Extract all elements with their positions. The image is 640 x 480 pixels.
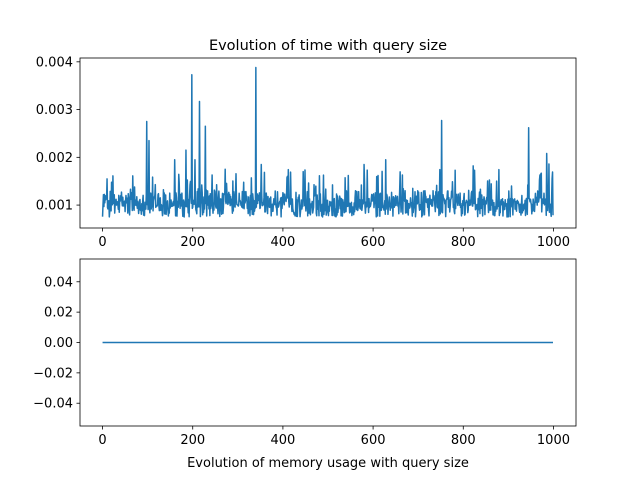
memory-plot-x-tick-label: 200	[180, 433, 205, 448]
time-plot-series-path	[101, 66, 554, 218]
memory-plot-x-ticks: 0 200 400 600 800 1000	[98, 426, 570, 448]
time-plot-frame	[79, 57, 577, 229]
time-plot-y-tick-label: 0.003	[36, 103, 73, 118]
memory-plot-y-tick-label: −0.04	[33, 397, 73, 412]
memory-plot-y-tick-label: 0.04	[44, 275, 73, 290]
time-plot-x-tick-label: 1000	[537, 235, 570, 250]
time-plot-x-tick-label: 0	[98, 235, 106, 250]
time-plot: Evolution of time with query size 0 200 40…	[36, 38, 577, 250]
memory-plot-x-tick-label: 800	[451, 433, 476, 448]
time-plot-x-tick-label: 400	[270, 235, 295, 250]
time-plot-y-ticks: 0.001 0.002 0.003 0.004	[36, 55, 80, 214]
memory-plot-y-tick-label: −0.02	[33, 366, 73, 381]
time-plot-title: Evolution of time with query size	[209, 38, 447, 54]
time-plot-x-ticks: 0 200 400 600 800 1000	[98, 228, 570, 250]
memory-plot-x-tick-label: 400	[270, 433, 295, 448]
memory-plot-x-tick-label: 600	[361, 433, 386, 448]
memory-plot: 0 200 400 600 800 1000 −0.04 −0.02 0.00 0.02 0.04…	[33, 258, 577, 471]
time-plot-y-tick-label: 0.004	[36, 55, 73, 70]
time-plot-y-tick-label: 0.001	[36, 199, 73, 214]
time-plot-x-tick-label: 200	[180, 235, 205, 250]
time-plot-x-tick-label: 600	[361, 235, 386, 250]
memory-plot-x-tick-label: 0	[98, 433, 106, 448]
memory-plot-x-tick-label: 1000	[537, 433, 570, 448]
memory-plot-x-label: Evolution of memory usage with query siz…	[187, 456, 469, 471]
time-series-line	[101, 66, 554, 218]
memory-plot-y-tick-label: 0.00	[44, 336, 73, 351]
memory-plot-y-ticks: −0.04 −0.02 0.00 0.02 0.04	[33, 275, 80, 412]
time-plot-y-tick-label: 0.002	[36, 151, 73, 166]
time-plot-x-tick-label: 800	[451, 235, 476, 250]
memory-plot-y-tick-label: 0.02	[44, 306, 73, 321]
